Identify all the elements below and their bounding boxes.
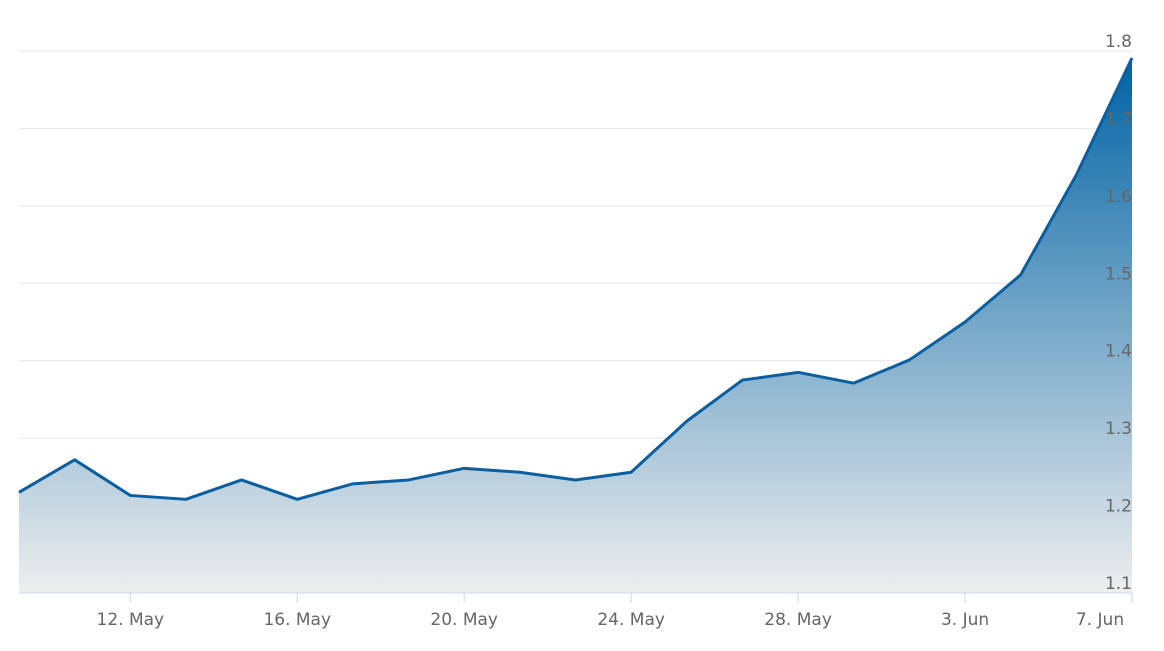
y-tick-label: 1.7 bbox=[1105, 109, 1132, 129]
y-tick-label: 1.6 bbox=[1105, 187, 1132, 207]
x-tick-label: 12. May bbox=[97, 610, 165, 630]
y-tick-label: 1.5 bbox=[1105, 264, 1132, 284]
x-tick-label: 20. May bbox=[430, 610, 498, 630]
y-tick-label: 1.3 bbox=[1105, 419, 1132, 439]
y-tick-label: 1.1 bbox=[1105, 574, 1132, 594]
y-tick-label: 1.2 bbox=[1105, 497, 1132, 517]
x-tick-label: 3. Jun bbox=[941, 610, 989, 630]
line bbox=[18, 57, 1134, 501]
area-fill bbox=[19, 57, 1132, 594]
x-tick-label: 16. May bbox=[263, 610, 331, 630]
y-tick-label: 1.4 bbox=[1105, 342, 1132, 362]
x-tick-label: 24. May bbox=[597, 610, 665, 630]
y-tick-label: 1.8 bbox=[1105, 32, 1132, 52]
x-tick-label: 28. May bbox=[764, 610, 832, 630]
x-tick-label: 7. Jun bbox=[1076, 610, 1124, 630]
